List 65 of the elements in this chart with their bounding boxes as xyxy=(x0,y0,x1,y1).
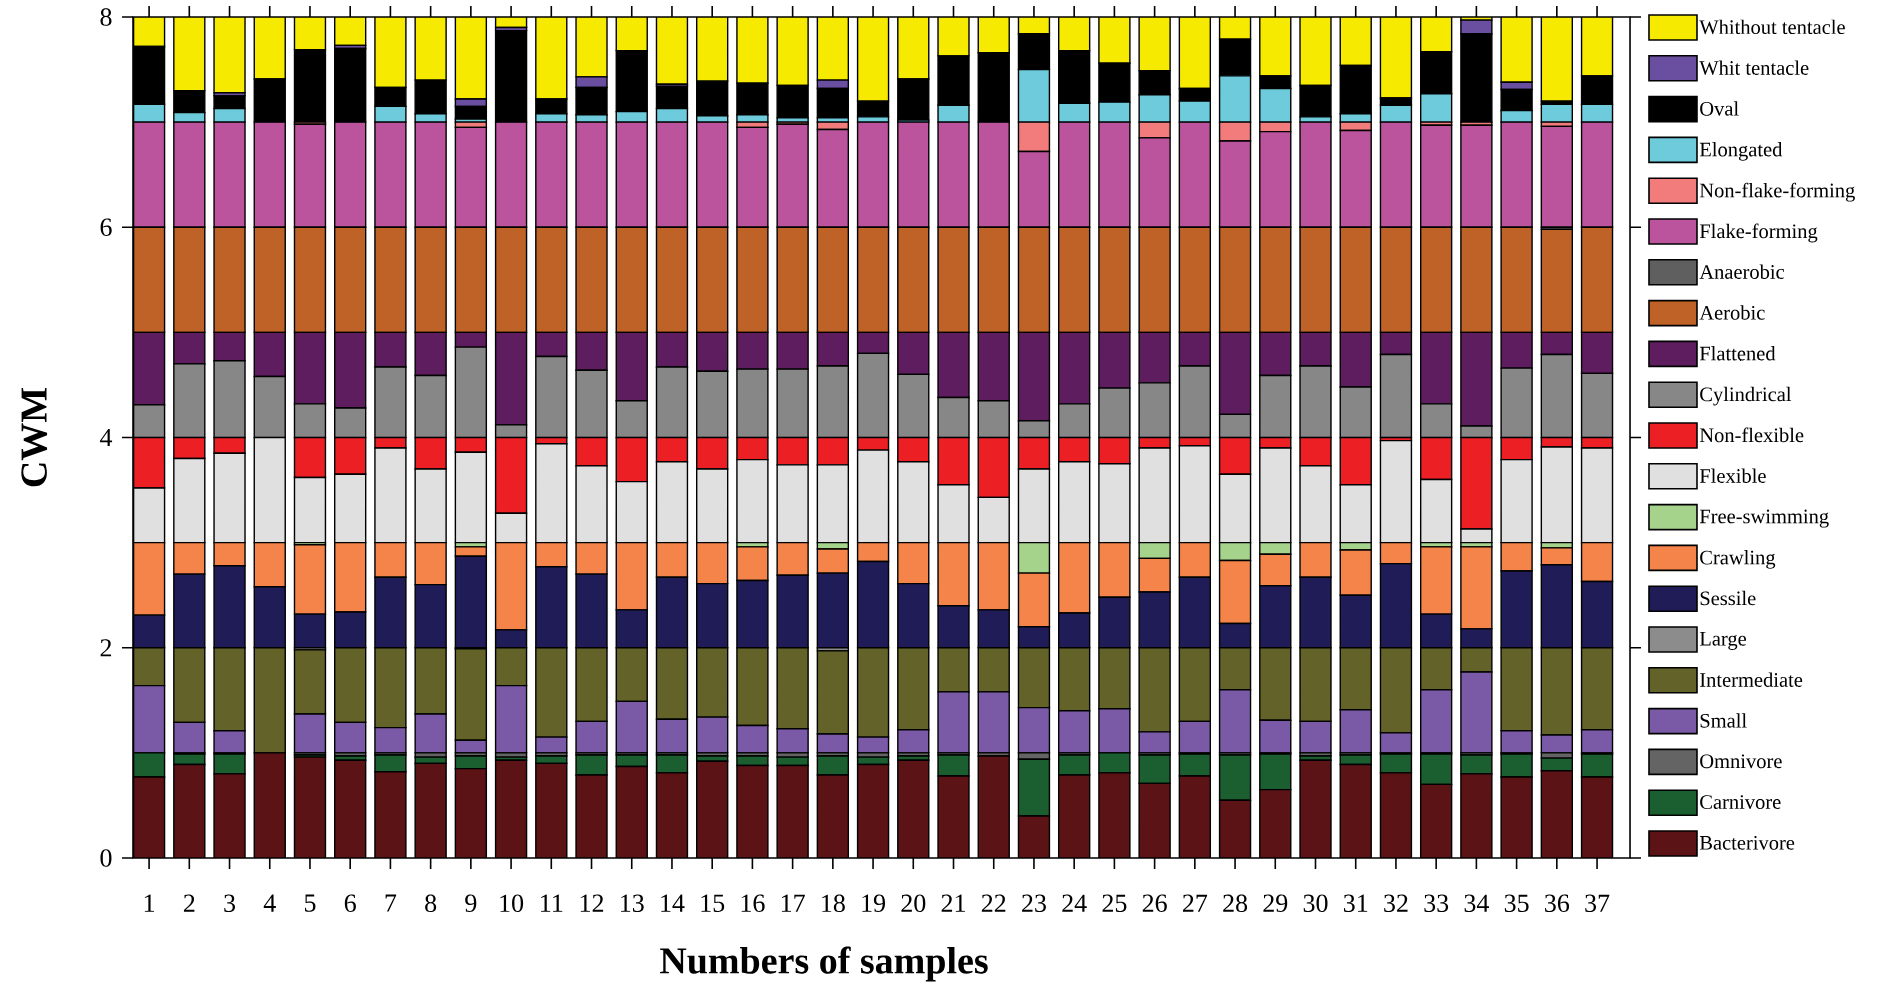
x-tick-label: 31 xyxy=(1343,894,1368,912)
y-axis-title: CWM xyxy=(21,387,48,487)
legend-label: Omnivore xyxy=(1700,754,1782,769)
legend-label: Non-flexible xyxy=(1699,427,1804,443)
x-tick-label: 21 xyxy=(941,894,965,912)
x-tick-label: 34 xyxy=(1464,894,1489,912)
x-tick-label: 36 xyxy=(1545,894,1570,912)
legend-label: Non-flake-forming xyxy=(1699,182,1855,202)
x-tick-label: 22 xyxy=(981,894,1006,912)
y-tick-label: 4 xyxy=(99,428,113,447)
x-tick-label: 2 xyxy=(183,894,195,912)
x-tick-label: 7 xyxy=(385,894,397,912)
x-tick-label: 10 xyxy=(500,894,524,913)
x-tick-label: 14 xyxy=(661,894,685,912)
legend-label: Intermediate xyxy=(1700,672,1803,687)
x-tick-label: 5 xyxy=(304,894,316,912)
x-tick-label: 17 xyxy=(781,894,805,912)
x-tick-label: 11 xyxy=(541,894,563,912)
x-tick-label: 27 xyxy=(1182,894,1208,912)
legend-label: Small xyxy=(1700,713,1747,728)
legend-label: Free-swimming xyxy=(1699,509,1829,528)
x-axis-title: Numbers of samples xyxy=(660,946,988,982)
x-tick-label: 3 xyxy=(224,894,236,912)
legend-label: Flake-forming xyxy=(1699,223,1818,243)
legend-label: Crawling xyxy=(1700,550,1776,569)
legend-label: Large xyxy=(1699,632,1747,650)
legend-label: Sessile xyxy=(1700,590,1756,606)
legend-label: Elongated xyxy=(1699,142,1783,161)
x-tick-label: 26 xyxy=(1142,894,1167,912)
x-tick-label: 37 xyxy=(1585,894,1610,912)
x-tick-label: 20 xyxy=(901,894,926,913)
x-tick-label: 24 xyxy=(1062,894,1087,912)
x-tick-label: 30 xyxy=(1303,894,1328,913)
legend-label: Oval xyxy=(1700,101,1739,116)
x-tick-label: 6 xyxy=(344,894,356,912)
x-tick-label: 9 xyxy=(465,894,477,912)
legend-label: Cylindrical xyxy=(1700,386,1792,406)
x-tick-label: 25 xyxy=(1102,894,1127,912)
x-tick-label: 1 xyxy=(144,894,155,912)
x-tick-label: 33 xyxy=(1424,894,1449,912)
x-tick-label: 35 xyxy=(1504,894,1529,912)
x-tick-label: 12 xyxy=(580,894,604,912)
x-tick-label: 18 xyxy=(822,894,845,913)
x-tick-label: 23 xyxy=(1022,894,1046,912)
x-tick-label: 8 xyxy=(425,894,437,913)
x-tick-label: 4 xyxy=(263,894,276,912)
legend-label: Flattened xyxy=(1699,346,1776,361)
legend-label: Whithout tentacle xyxy=(1699,19,1845,35)
legend-label: Anaerobic xyxy=(1699,264,1785,279)
legend-label: Whit tentacle xyxy=(1699,60,1809,75)
x-tick-label: 32 xyxy=(1384,894,1408,912)
y-tick-label: 6 xyxy=(100,218,112,236)
legend-label: Bacterivore xyxy=(1699,835,1795,850)
y-tick-label: 0 xyxy=(100,849,112,867)
x-tick-label: 29 xyxy=(1263,894,1288,912)
x-tick-label: 19 xyxy=(862,894,885,912)
y-tick-label: 2 xyxy=(100,639,112,657)
x-tick-label: 28 xyxy=(1223,894,1248,913)
legend-label: Flexible xyxy=(1699,468,1766,483)
legend-label: Carnivore xyxy=(1700,795,1781,809)
x-tick-label: 15 xyxy=(701,894,725,912)
x-tick-label: 13 xyxy=(621,894,644,912)
legend-label: Aerobic xyxy=(1699,305,1765,320)
y-tick-label: 8 xyxy=(100,8,112,26)
x-tick-label: 16 xyxy=(741,894,765,912)
